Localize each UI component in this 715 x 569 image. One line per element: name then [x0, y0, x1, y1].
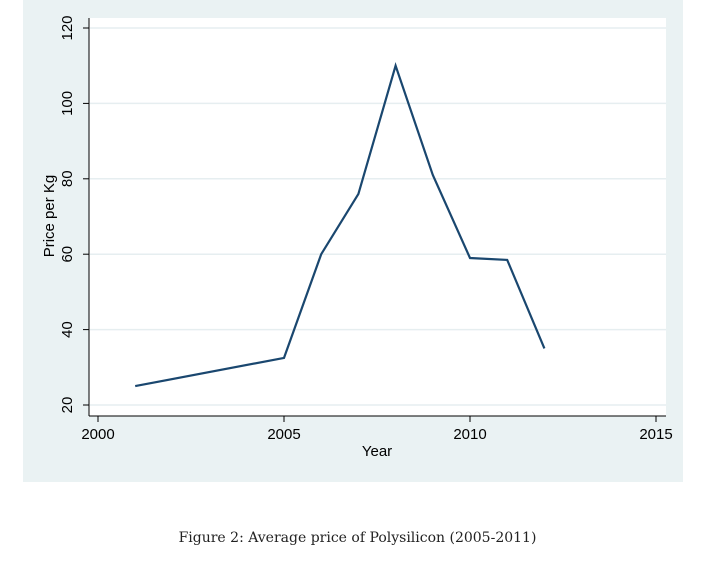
x-tick-label: 2005 [267, 426, 300, 443]
x-axis-title: Year [362, 443, 392, 460]
series-line [134, 62, 546, 388]
axes [88, 18, 666, 417]
gridlines [90, 27, 666, 406]
y-tick-label: 80 [59, 170, 76, 187]
y-tick-label: 100 [59, 91, 76, 116]
ticks: 20 40 60 80 100 120 2000 2005 2010 2015 [59, 15, 673, 443]
y-axis-title: Price per Kg [41, 175, 58, 258]
series-layer [134, 62, 546, 388]
x-tick-label: 2000 [81, 426, 114, 443]
x-tick-label: 2015 [639, 426, 672, 443]
figure-caption: Figure 2: Average price of Polysilicon (… [178, 530, 537, 546]
y-tick-label: 40 [59, 321, 76, 338]
y-tick-label: 60 [59, 246, 76, 263]
y-tick-label: 120 [59, 15, 76, 40]
y-tick-label: 20 [59, 397, 76, 414]
plot-area [89, 18, 666, 416]
x-tick-label: 2010 [453, 426, 486, 443]
